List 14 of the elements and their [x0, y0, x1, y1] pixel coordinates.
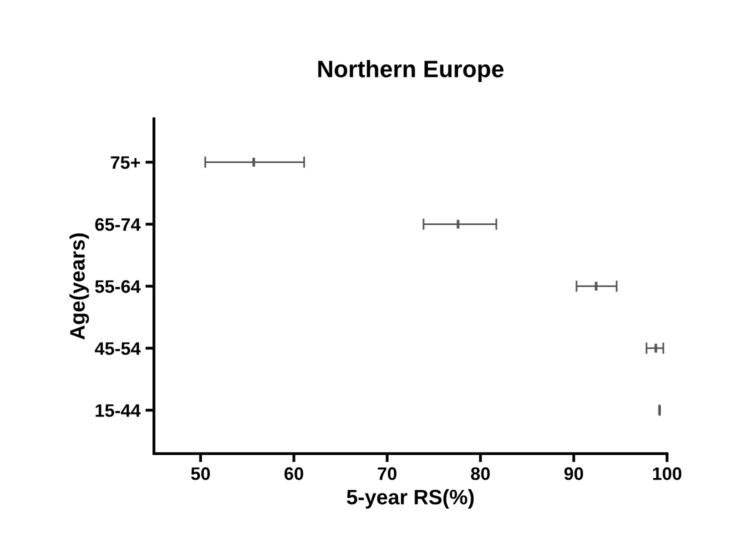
y-tick-label: 15-44 — [96, 404, 141, 417]
y-axis-title: Age(years) — [69, 233, 90, 340]
x-tick-label: 70 — [378, 467, 396, 480]
x-tick-label: 60 — [284, 467, 304, 480]
x-tick-label: 90 — [564, 467, 584, 480]
y-tick-label: 55-64 — [95, 280, 141, 293]
x-axis-title: 5-year RS(%) — [346, 489, 474, 509]
x-tick-label: 80 — [470, 467, 490, 480]
y-tick-label: 65-74 — [95, 218, 141, 231]
x-tick-label: 50 — [191, 467, 210, 480]
y-tick-label: 45-54 — [94, 342, 141, 355]
chart-title: Northern Europe — [318, 60, 504, 82]
y-tick-label: 75+ — [110, 156, 140, 169]
x-tick-label: 100 — [653, 467, 682, 480]
